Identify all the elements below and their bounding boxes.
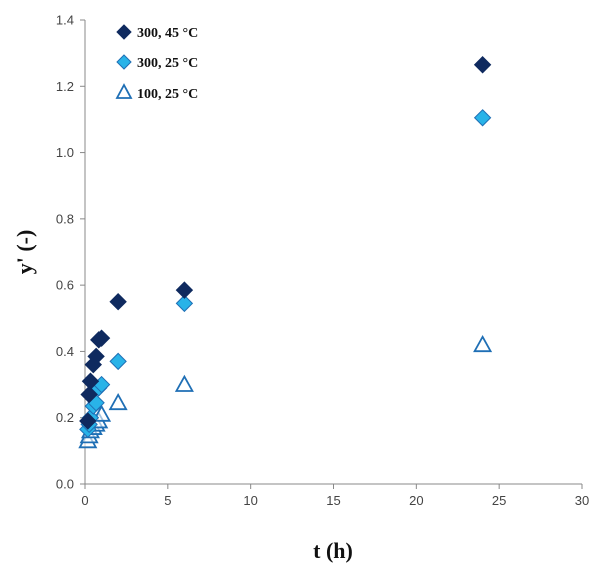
legend-label-300-25: 300, 25 °C bbox=[137, 56, 198, 71]
series-0 bbox=[79, 56, 492, 430]
x-tick-label: 10 bbox=[243, 493, 257, 508]
x-tick-label: 20 bbox=[409, 493, 423, 508]
tick-labels: 0 5 10 15 20 25 30 0.0 0.2 0.4 0.6 0.8 1.0 1.2 1.4 bbox=[56, 13, 589, 509]
legend-item-300-45: 300, 45 °C bbox=[116, 24, 198, 41]
data-point bbox=[175, 294, 194, 313]
legend-item-100-25: 100, 25 °C bbox=[115, 83, 198, 102]
ticks bbox=[80, 19, 583, 489]
legend-label-100-25: 100, 25 °C bbox=[137, 87, 198, 102]
y-tick-label: 0.2 bbox=[56, 410, 74, 425]
legend-item-300-25: 300, 25 °C bbox=[116, 54, 198, 71]
x-axis-title: t (h) bbox=[313, 538, 353, 563]
y-tick-label: 0.4 bbox=[56, 344, 74, 359]
legend-marker-300-25 bbox=[116, 54, 132, 70]
y-axis-title: y' (-) bbox=[12, 230, 37, 275]
y-tick-label: 0.8 bbox=[56, 211, 74, 226]
data-point bbox=[80, 385, 98, 404]
data-point bbox=[109, 293, 127, 311]
y-tick-label: 1.0 bbox=[56, 145, 74, 160]
x-tick-label: 0 bbox=[81, 493, 88, 508]
x-tick-label: 30 bbox=[575, 493, 589, 508]
data-point bbox=[108, 392, 128, 411]
data-point bbox=[175, 281, 194, 299]
y-tick-label: 0.6 bbox=[56, 278, 74, 293]
data-point bbox=[473, 56, 492, 74]
data-point bbox=[81, 372, 100, 390]
x-tick-label: 15 bbox=[326, 493, 340, 508]
y-tick-label: 0.0 bbox=[56, 477, 74, 492]
legend-label-300-45: 300, 45 °C bbox=[137, 26, 198, 41]
series-1 bbox=[79, 109, 492, 439]
data-point bbox=[92, 329, 111, 347]
data-point bbox=[473, 334, 493, 353]
data-point bbox=[109, 352, 127, 371]
y-tick-label: 1.2 bbox=[56, 79, 74, 94]
x-tick-label: 5 bbox=[164, 493, 171, 508]
data-points bbox=[78, 56, 493, 449]
series-2 bbox=[78, 334, 493, 449]
legend-marker-100-25 bbox=[115, 83, 133, 99]
data-point bbox=[87, 347, 105, 366]
legend-marker-300-45 bbox=[116, 24, 132, 40]
data-point bbox=[79, 412, 97, 430]
x-tick-label: 25 bbox=[492, 493, 506, 508]
data-point bbox=[174, 374, 194, 392]
data-point bbox=[473, 109, 492, 127]
y-tick-label: 1.4 bbox=[56, 13, 74, 28]
legend: 300, 45 °C 300, 25 °C 100, 25 °C bbox=[115, 24, 198, 102]
